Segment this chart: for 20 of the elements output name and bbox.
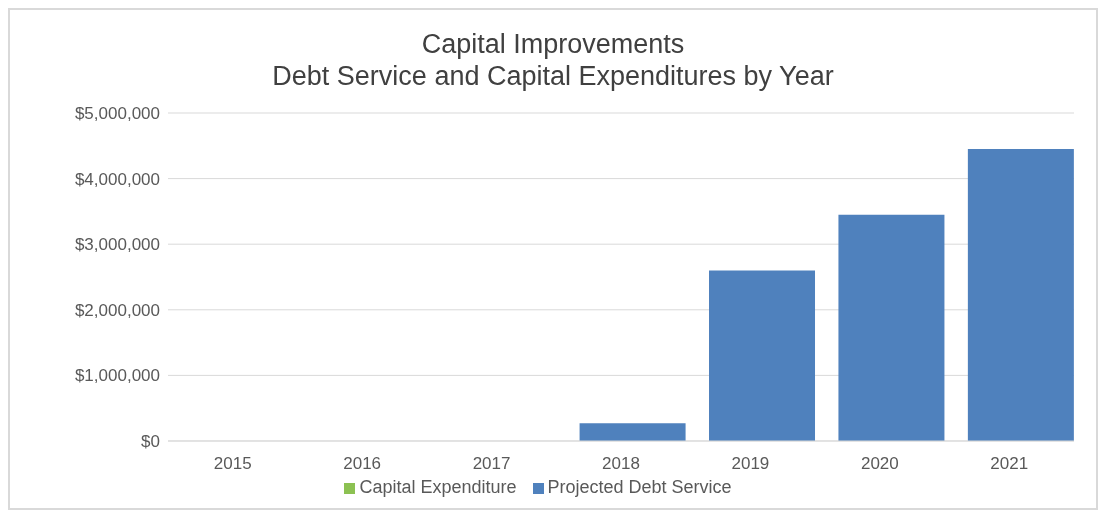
legend-label: Projected Debt Service <box>547 477 732 497</box>
bar <box>967 149 1074 441</box>
x-tick-label: 2017 <box>472 454 511 474</box>
y-tick-label: $1,000,000 <box>74 366 160 386</box>
bar <box>579 423 686 441</box>
y-tick-label: $5,000,000 <box>74 104 160 124</box>
legend-label: Capital Expenditure <box>359 477 517 497</box>
y-tick-label: $0 <box>141 432 160 452</box>
y-tick-label: $3,000,000 <box>74 235 160 255</box>
y-tick-label: $2,000,000 <box>74 300 160 320</box>
x-tick-label: 2021 <box>990 454 1029 474</box>
y-tick-label: $4,000,000 <box>74 169 160 189</box>
bar <box>709 270 816 441</box>
x-tick-label: 2019 <box>731 454 770 474</box>
x-tick-label: 2020 <box>860 454 899 474</box>
x-tick-label: 2015 <box>213 454 252 474</box>
x-tick-label: 2016 <box>343 454 382 474</box>
x-tick-label: 2018 <box>602 454 640 474</box>
bar <box>838 214 945 441</box>
chart-title: Capital Improvements Debt Service and Capital Expenditures by Year <box>271 28 835 92</box>
